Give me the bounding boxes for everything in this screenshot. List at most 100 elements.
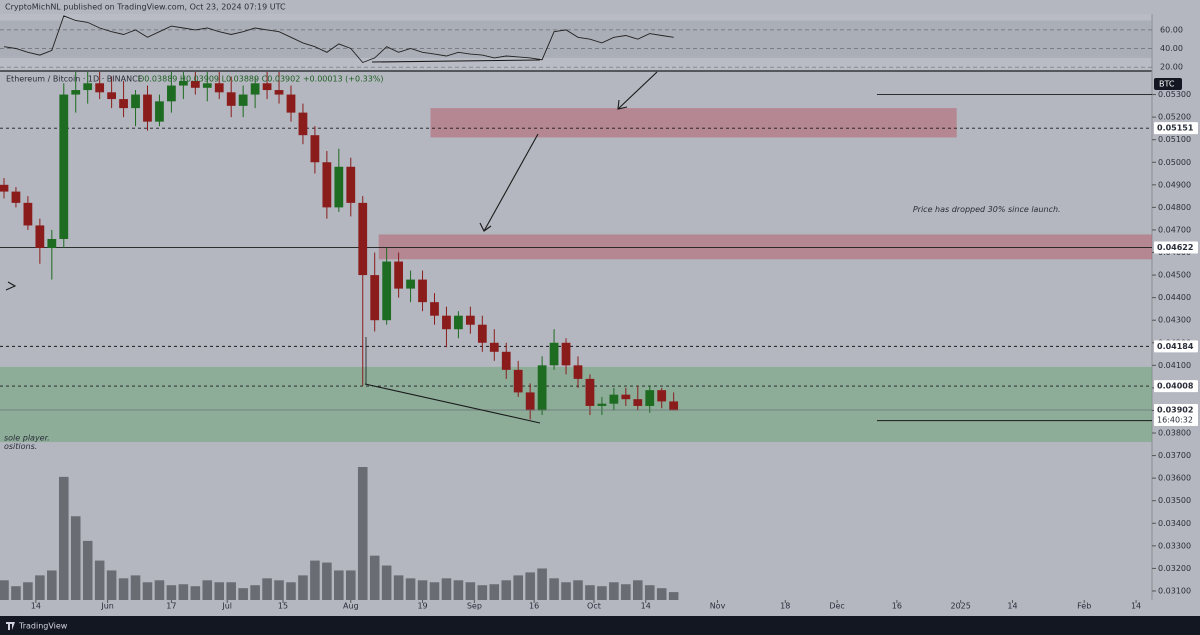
volume-bar xyxy=(429,582,440,600)
volume-bar xyxy=(537,568,547,600)
y-tick-label: 0.04400 xyxy=(1158,293,1191,302)
candle-body xyxy=(477,324,487,343)
volume-bar xyxy=(118,578,129,600)
y-tick-label: 0.04900 xyxy=(1158,180,1191,189)
candle-body xyxy=(274,90,284,95)
volume-bar xyxy=(585,585,595,600)
y-tick-label: 0.05300 xyxy=(1158,90,1191,99)
price-label-box xyxy=(1154,122,1198,135)
candle-body xyxy=(513,369,523,393)
volume-bar xyxy=(94,560,105,600)
x-tick-label: 18 xyxy=(780,602,790,611)
ohlc-legend: O0.03889 H0.03909 L0.03889 C0.03902 +0.0… xyxy=(138,75,384,84)
candle-body xyxy=(358,202,368,276)
x-tick-label: 14 xyxy=(1007,602,1017,611)
candle-body xyxy=(394,261,404,289)
volume-bar xyxy=(23,582,33,600)
candle-body xyxy=(238,94,248,106)
volume-bar xyxy=(0,580,9,600)
rsi-indicator xyxy=(0,15,1152,68)
y-tick-label: 0.05200 xyxy=(1158,113,1191,122)
arrow-head xyxy=(617,99,628,110)
volume-bar xyxy=(525,572,535,600)
volume-bar xyxy=(11,586,21,600)
x-tick-label: Nov xyxy=(710,602,726,611)
x-tick-label: 16 xyxy=(529,602,539,611)
volume-bar xyxy=(106,570,117,600)
annotation: Price has dropped 30% since launch. xyxy=(913,205,1061,214)
volume-bar xyxy=(656,588,667,600)
candle-body xyxy=(382,261,392,321)
price-label: 0.04622 xyxy=(1157,243,1193,252)
candle-body xyxy=(525,392,535,411)
candle-body xyxy=(131,94,140,109)
candle-body xyxy=(95,83,105,93)
arrow-head xyxy=(5,281,17,291)
x-tick-label: 15 xyxy=(278,602,288,611)
x-tick-label: 16 xyxy=(892,602,902,611)
candle-body xyxy=(561,342,571,366)
volume-bar xyxy=(501,580,512,600)
volume-bar xyxy=(310,560,320,600)
brand: TradingView xyxy=(18,622,68,631)
volume-bar xyxy=(238,588,248,600)
volume-bar xyxy=(513,575,523,600)
candle-body xyxy=(119,99,128,109)
volume-bar xyxy=(417,580,428,600)
x-tick-label: Feb xyxy=(1077,602,1091,611)
candle-body xyxy=(489,342,499,352)
candle-body xyxy=(71,90,81,95)
candle-body xyxy=(633,399,643,406)
candle-body xyxy=(83,83,93,91)
volume-bar xyxy=(298,575,308,600)
volume-bar xyxy=(190,586,201,600)
header: CryptoMichNL published on TradingView.co… xyxy=(5,3,286,12)
volume-bar xyxy=(573,580,583,600)
rsi-band xyxy=(0,20,1152,58)
candle-body xyxy=(155,101,164,122)
volume-bar xyxy=(357,467,368,600)
volume-bar xyxy=(381,565,392,600)
arrow xyxy=(617,71,658,110)
candle-body xyxy=(537,365,547,411)
volume-bar xyxy=(82,540,93,600)
volume-bar xyxy=(621,584,631,600)
annotation: sole player. xyxy=(4,433,50,442)
volume-bar xyxy=(202,580,213,600)
volume-bar xyxy=(369,555,380,600)
price-axis: 0.03100 0.03200 0.03300 0.03400 0.03500 0.036… xyxy=(31,25,1198,611)
candle-body xyxy=(178,81,188,86)
y-tick-label: 0.05000 xyxy=(1158,158,1191,167)
y-tick-label: 0.04100 xyxy=(1158,361,1191,370)
candle-body xyxy=(465,315,475,325)
zone xyxy=(0,366,1152,443)
footer xyxy=(0,616,1200,635)
volume-bar xyxy=(549,578,559,600)
volume-bar xyxy=(393,575,404,600)
zone xyxy=(378,234,1152,260)
candle-body xyxy=(23,202,33,226)
rsi-tick-label: 20.00 xyxy=(1160,63,1183,72)
volume-bar xyxy=(453,580,464,600)
volume-bar xyxy=(609,582,619,600)
volume-bar xyxy=(274,580,284,600)
candle-body xyxy=(11,191,21,203)
volume-bar xyxy=(130,575,141,600)
candle-body xyxy=(59,94,69,239)
candle-body xyxy=(597,403,607,406)
candle-body xyxy=(310,135,320,163)
y-tick-label: 0.03100 xyxy=(1158,586,1191,595)
candle-body xyxy=(107,92,116,100)
candle-body xyxy=(645,390,655,406)
candle-body xyxy=(573,365,583,379)
logo xyxy=(6,622,15,630)
candle-body xyxy=(346,166,356,203)
rsi-tick-label: 60.00 xyxy=(1160,25,1183,34)
arrow-head xyxy=(479,222,492,232)
volume-bar xyxy=(597,586,607,600)
candle-body xyxy=(442,315,451,330)
volume-bar xyxy=(178,584,189,600)
trend-line xyxy=(364,383,541,424)
zones xyxy=(0,108,1152,443)
y-tick-label: 0.03600 xyxy=(1158,474,1191,483)
